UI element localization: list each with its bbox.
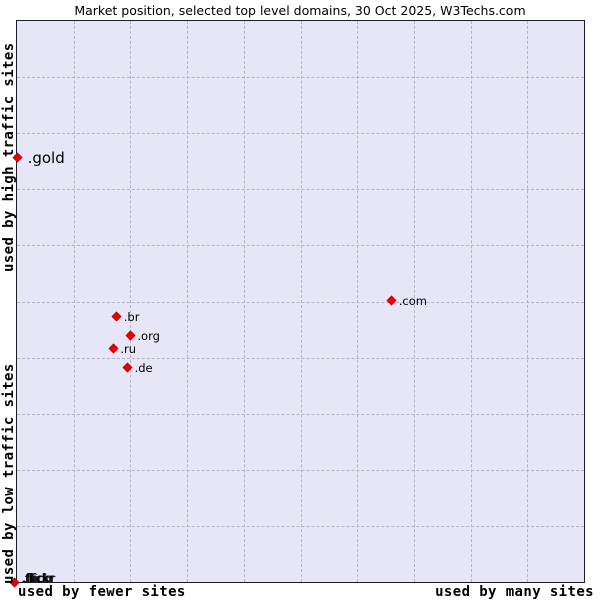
y-axis-label-low-traffic: used by low traffic sites — [1, 363, 17, 584]
marker-label-ru: .ru — [120, 341, 137, 356]
marker-label-de: .de — [134, 361, 153, 376]
gridline-horizontal — [17, 357, 584, 359]
gridline-vertical — [470, 21, 472, 582]
marker-label-br: .br — [123, 309, 140, 324]
x-axis-label-many-sites: used by many sites — [435, 584, 594, 600]
marker-ru — [108, 343, 119, 354]
marker-label-gold: .gold — [27, 148, 65, 167]
gridline-vertical — [413, 21, 415, 582]
plot-area: .gold .com .br .org .ru .de .flickr — [9, 20, 585, 588]
gridline-horizontal — [17, 301, 584, 303]
gridline-horizontal — [17, 413, 584, 415]
marker-label-com: .com — [398, 294, 427, 309]
gridline-vertical — [357, 21, 359, 582]
marker-org — [125, 330, 136, 341]
marker-br — [111, 311, 122, 322]
x-axis-label-fewer-sites: used by fewer sites — [18, 584, 186, 600]
y-axis-label-high-traffic: used by high traffic sites — [1, 42, 17, 272]
marker-com — [386, 295, 397, 306]
gridline-horizontal — [17, 525, 584, 527]
marker-label-org: .org — [137, 328, 160, 343]
marker-label-flickr: .flickr — [21, 570, 54, 585]
gridline-horizontal — [17, 469, 584, 471]
chart-title: Market position, selected top level doma… — [74, 3, 526, 18]
gridline-vertical — [527, 21, 529, 582]
